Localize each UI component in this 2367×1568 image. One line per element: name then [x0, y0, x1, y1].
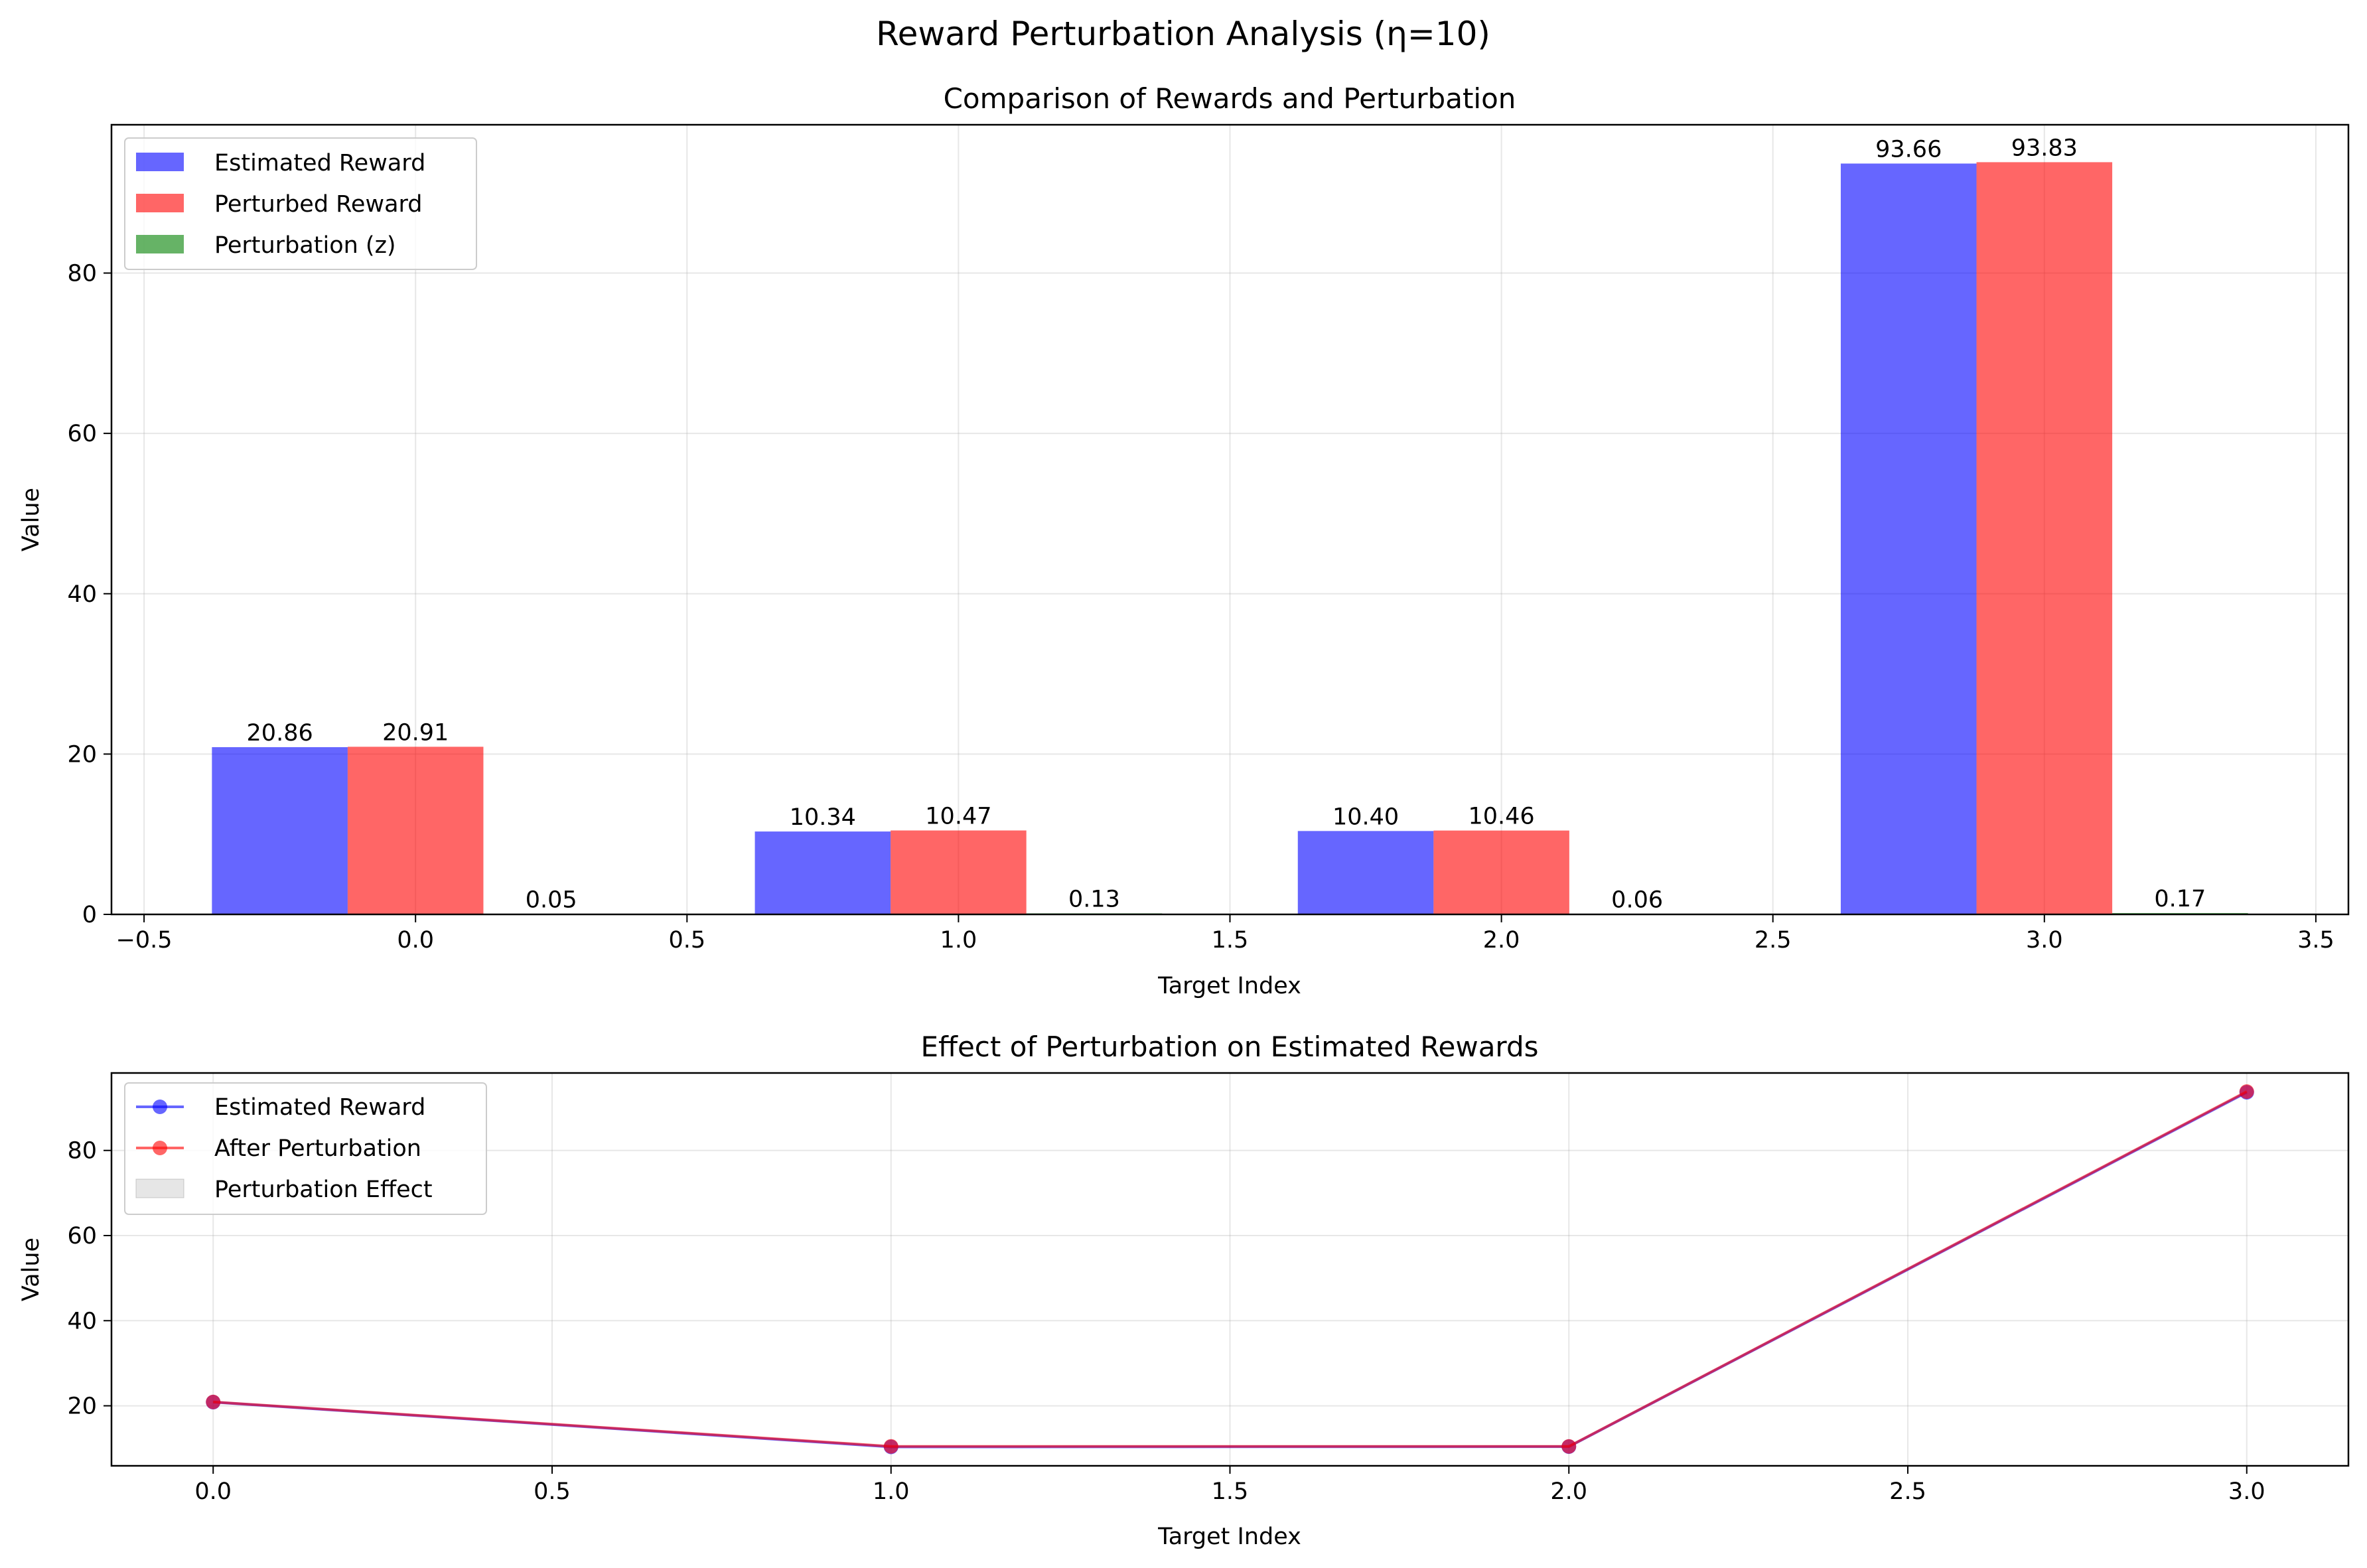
- bar-series-0: [1297, 831, 1434, 914]
- bar-chart-panel: 20.86 10.34 10.40 93.66 20.91 10.47 10.46 93.83…: [18, 82, 2350, 999]
- bar-value-label: 0.17: [2154, 886, 2206, 912]
- legend-marker: [153, 1100, 167, 1114]
- x-tick-label: 1.0: [873, 1478, 910, 1505]
- x-tick-label: −0.5: [116, 927, 173, 954]
- legend-swatch: [136, 235, 184, 253]
- bar-chart-data-labels: 20.86 10.34 10.40 93.66 20.91 10.47 10.46 93.83…: [247, 135, 2206, 913]
- line-chart-panel: 0.0 0.5 1.0 1.5 2.0 2.5 3.0 20 40 60 80 Effect of …: [18, 1031, 2350, 1550]
- line-chart-xlabel: Target Index: [1157, 1524, 1301, 1550]
- bar-value-label: 10.46: [1469, 804, 1535, 830]
- bar-chart-bars: [212, 162, 2248, 914]
- x-tick-label: 3.5: [2297, 927, 2334, 954]
- bar-value-label: 0.13: [1068, 886, 1120, 912]
- x-tick-label: 0.5: [534, 1478, 571, 1505]
- bar-value-label: 0.05: [526, 887, 577, 913]
- x-tick-label: 1.0: [940, 927, 977, 954]
- legend-label: Perturbed Reward: [214, 191, 423, 218]
- legend-swatch: [136, 153, 184, 171]
- legend-frame: [124, 137, 477, 270]
- x-tick-label: 2.5: [1889, 1478, 1926, 1505]
- bar-value-label: 20.91: [382, 719, 449, 746]
- bar-chart-legend: Estimated Reward Perturbed Reward Perturba…: [124, 137, 477, 270]
- x-tick-label: 0.0: [194, 1478, 232, 1505]
- legend-swatch: [135, 1178, 184, 1198]
- series-point-1: [883, 1439, 898, 1454]
- bar-series-0: [1840, 163, 1977, 914]
- y-tick-label: 60: [67, 1223, 97, 1249]
- series-point-1: [2239, 1084, 2254, 1100]
- line-chart-ticks: 0.0 0.5 1.0 1.5 2.0 2.5 3.0 20 40 60 80: [67, 1138, 2265, 1505]
- y-tick-label: 20: [67, 741, 97, 768]
- legend-swatch: [136, 194, 184, 212]
- legend-label: After Perturbation: [214, 1135, 421, 1162]
- x-tick-label: 2.0: [1483, 927, 1520, 954]
- bar-value-label: 10.40: [1332, 804, 1399, 830]
- bar-value-label: 93.83: [2011, 135, 2078, 161]
- x-tick-label: 2.0: [1550, 1478, 1587, 1505]
- line-chart-series: [206, 1084, 2254, 1455]
- line-chart-title: Effect of Perturbation on Estimated Rewa…: [920, 1031, 1538, 1063]
- bar-value-label: 20.86: [247, 720, 313, 747]
- y-tick-label: 60: [67, 421, 97, 447]
- bar-chart-xlabel: Target Index: [1157, 973, 1301, 999]
- y-tick-label: 40: [67, 1308, 97, 1334]
- bar-series-1: [347, 747, 484, 914]
- x-tick-label: 1.5: [1212, 927, 1249, 954]
- x-tick-label: 0.0: [397, 927, 434, 954]
- bar-series-0: [212, 747, 348, 914]
- bar-value-label: 10.47: [925, 804, 991, 830]
- x-tick-label: 0.5: [668, 927, 705, 954]
- series-line-1: [213, 1090, 2248, 1448]
- legend-label: Perturbation Effect: [214, 1176, 433, 1203]
- x-tick-label: 2.5: [1755, 927, 1792, 954]
- y-tick-label: 40: [67, 581, 97, 608]
- y-tick-label: 0: [82, 902, 97, 928]
- y-tick-label: 80: [67, 1138, 97, 1165]
- legend-label: Perturbation (z): [214, 232, 396, 259]
- x-tick-label: 1.5: [1212, 1478, 1249, 1505]
- legend-marker: [153, 1141, 167, 1155]
- legend-label: Estimated Reward: [214, 1094, 425, 1121]
- legend-label: Estimated Reward: [214, 150, 425, 177]
- bar-series-1: [891, 830, 1027, 914]
- x-tick-label: 3.0: [2026, 927, 2063, 954]
- series-point-1: [206, 1394, 221, 1409]
- x-tick-label: 3.0: [2228, 1478, 2265, 1505]
- legend-frame: [124, 1082, 487, 1215]
- bar-chart-ylabel: Value: [18, 488, 44, 551]
- bar-value-label: 10.34: [790, 804, 856, 831]
- figure-title: Reward Perturbation Analysis (η=10): [876, 15, 1490, 53]
- y-tick-label: 80: [67, 261, 97, 287]
- line-chart-ylabel: Value: [18, 1238, 44, 1301]
- bar-chart-title: Comparison of Rewards and Perturbation: [944, 82, 1516, 115]
- bar-chart-ticks: −0.5 0.0 0.5 1.0 1.5 2.0 2.5 3.0 3.5 0 20 40 60 80: [67, 261, 2334, 954]
- bar-value-label: 0.06: [1611, 887, 1663, 913]
- bar-value-label: 93.66: [1875, 136, 1942, 163]
- series-point-1: [1561, 1439, 1577, 1454]
- bar-series-1: [1433, 830, 1569, 914]
- bar-series-1: [1976, 162, 2113, 914]
- y-tick-label: 20: [67, 1393, 97, 1420]
- line-chart-legend: Estimated Reward After Perturbation Pertur…: [124, 1082, 487, 1215]
- bar-series-0: [754, 831, 891, 914]
